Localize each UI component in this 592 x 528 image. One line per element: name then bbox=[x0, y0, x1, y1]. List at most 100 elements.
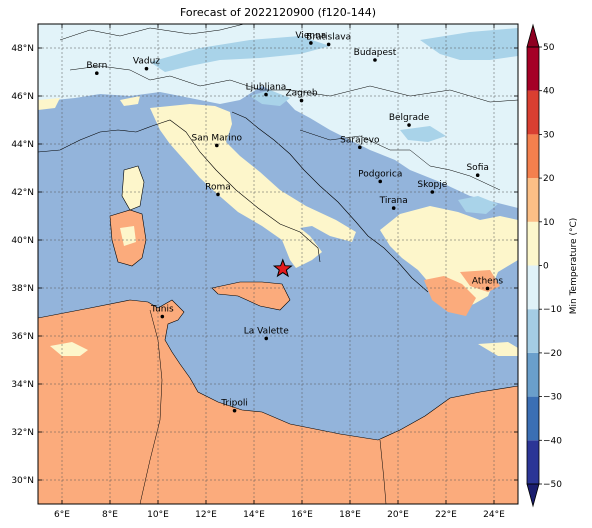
y-tick-label: 46°N bbox=[11, 92, 34, 102]
y-tick-label: 42°N bbox=[11, 188, 34, 198]
city-dot bbox=[95, 71, 99, 75]
balkan-cold-patch bbox=[458, 196, 498, 214]
x-tick-label: 16°E bbox=[291, 510, 313, 520]
city-label: La Valette bbox=[244, 326, 289, 336]
colorbar-tick-label: 50 bbox=[543, 43, 555, 53]
attica-warm bbox=[460, 270, 500, 292]
dinaric-cold-band bbox=[250, 90, 290, 106]
city-label: Tunis bbox=[150, 305, 174, 315]
city-label: Athens bbox=[472, 276, 503, 286]
axis-ticks: 6°E 8°E 10°E 12°E 14°E 16°E 18°E 20°E 22°E 24°E 30… bbox=[11, 24, 518, 520]
colorbar-tick-label: −40 bbox=[543, 436, 562, 446]
colorbar-label: Min Temperature (°C) bbox=[569, 218, 579, 315]
colorbar-tick-label: 40 bbox=[543, 87, 555, 97]
x-tick-label: 6°E bbox=[54, 510, 70, 520]
graticule bbox=[38, 24, 518, 504]
colorbar-tick-label: −20 bbox=[543, 349, 562, 359]
colorbar-tick-label: 10 bbox=[543, 218, 555, 228]
colorbar: −50 −40 −30 −20 −10 0 10 20 30 40 50 bbox=[526, 23, 562, 508]
city-label: Skopje bbox=[417, 180, 447, 190]
x-tick-label: 20°E bbox=[387, 510, 409, 520]
city-label: Vaduz bbox=[133, 57, 160, 67]
city-label: Budapest bbox=[354, 48, 397, 58]
map-field bbox=[38, 24, 518, 504]
colorbar-segment bbox=[527, 265, 539, 310]
colorbar-segment bbox=[527, 178, 539, 222]
x-tick-label: 18°E bbox=[339, 510, 361, 520]
city-dot bbox=[358, 145, 362, 150]
city-dot bbox=[299, 98, 304, 103]
colorbar-tick-label: 20 bbox=[543, 174, 555, 184]
city-dot bbox=[430, 190, 435, 194]
city-dot bbox=[264, 336, 269, 341]
sardinia-mild-core bbox=[120, 226, 136, 246]
corsica bbox=[122, 166, 144, 210]
city-dot bbox=[232, 408, 237, 413]
y-tick-label: 30°N bbox=[11, 476, 34, 486]
city-label: Bern bbox=[86, 61, 107, 71]
city-dot bbox=[475, 173, 480, 177]
city-label: Zagreb bbox=[285, 89, 317, 99]
algeria-mild-patch bbox=[50, 342, 88, 356]
peloponnese-warm bbox=[424, 276, 476, 316]
colorbar-segment bbox=[527, 90, 539, 135]
colorbar-segment bbox=[527, 440, 539, 484]
colorbar-segment bbox=[527, 352, 539, 397]
city-dot bbox=[264, 92, 268, 97]
x-tick-label: 22°E bbox=[435, 510, 457, 520]
colorbar-segment bbox=[527, 134, 539, 179]
city-label: Sofia bbox=[466, 163, 488, 173]
city-label: San Marino bbox=[192, 133, 243, 143]
city-label: Tripoli bbox=[220, 399, 248, 409]
colorbar-tick-label: −10 bbox=[543, 305, 562, 315]
city-dot bbox=[485, 286, 490, 291]
colorbar-segment bbox=[527, 221, 539, 266]
city-dot bbox=[144, 66, 149, 71]
carpathian-cold-band bbox=[420, 28, 518, 60]
city-label: Roma bbox=[205, 182, 231, 192]
city-label: Bratislava bbox=[306, 32, 351, 42]
y-tick-label: 34°N bbox=[11, 380, 34, 390]
star-marker bbox=[272, 258, 293, 278]
city-dot bbox=[326, 42, 331, 47]
y-tick-label: 32°N bbox=[11, 428, 34, 438]
x-tick-label: 8°E bbox=[102, 510, 118, 520]
city-label: Tirana bbox=[379, 196, 408, 206]
colorbar-segment bbox=[527, 47, 539, 91]
x-tick-label: 24°E bbox=[483, 510, 505, 520]
colorbar-tick-label: −30 bbox=[543, 393, 562, 403]
city-dot bbox=[216, 192, 220, 197]
city-label: Sarajevo bbox=[340, 135, 380, 145]
y-tick-label: 38°N bbox=[11, 284, 34, 294]
map-frame bbox=[37, 23, 519, 505]
balkan-cold-patch-2 bbox=[400, 126, 446, 142]
italy-peninsula bbox=[150, 104, 356, 268]
star-icon bbox=[272, 258, 293, 278]
city-dot bbox=[378, 179, 383, 184]
alps-cold-band bbox=[150, 36, 330, 72]
colorbar-extend-low bbox=[526, 483, 540, 508]
city-label: Podgorica bbox=[358, 169, 402, 179]
city-label: Ljubljana bbox=[246, 83, 287, 93]
y-tick-label: 40°N bbox=[11, 236, 34, 246]
city-dot bbox=[373, 58, 377, 62]
city-label: Belgrade bbox=[389, 113, 430, 123]
colorbar-extend-high bbox=[526, 23, 540, 48]
colorbar-tick-label: 30 bbox=[543, 130, 555, 140]
city-dot bbox=[215, 143, 219, 148]
colorbar-segment bbox=[527, 396, 539, 441]
greek-islands-mild bbox=[478, 342, 518, 356]
sicily bbox=[212, 282, 290, 310]
y-tick-label: 48°N bbox=[11, 44, 34, 54]
city-dot bbox=[160, 314, 165, 319]
city-label: Vienna bbox=[295, 31, 326, 41]
colorbar-segment bbox=[527, 309, 539, 353]
city-dot bbox=[407, 123, 411, 127]
country-borders bbox=[59, 24, 518, 504]
y-tick-label: 36°N bbox=[11, 332, 34, 342]
north-adriatic-mild bbox=[120, 96, 140, 106]
city-dot bbox=[309, 41, 313, 45]
y-tick-label: 44°N bbox=[11, 140, 34, 150]
